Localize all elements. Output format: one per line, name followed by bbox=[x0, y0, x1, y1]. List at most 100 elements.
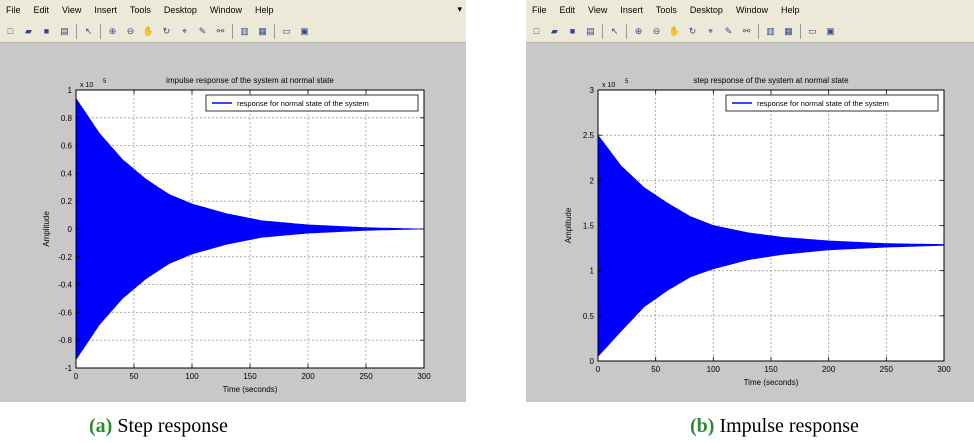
print-icon[interactable]: ▤ bbox=[60, 25, 69, 36]
toolbar-separator bbox=[76, 23, 77, 39]
x-tick-label: 300 bbox=[417, 372, 431, 381]
menu-insert[interactable]: Insert bbox=[94, 5, 117, 15]
menu-help[interactable]: Help bbox=[780, 5, 800, 15]
legend-icon[interactable]: ▦ bbox=[258, 25, 267, 36]
axis-exponent-power: 5 bbox=[103, 79, 107, 85]
x-tick-label: 100 bbox=[707, 365, 721, 374]
new-figure-icon[interactable]: □ bbox=[7, 25, 14, 36]
menu-help[interactable]: Help bbox=[254, 5, 274, 15]
zoom-out-icon[interactable]: ⊖ bbox=[652, 25, 661, 36]
pan-icon[interactable]: ✋ bbox=[668, 25, 681, 36]
menu-view[interactable]: View bbox=[588, 5, 608, 15]
zoom-in-icon[interactable]: ⊕ bbox=[634, 25, 643, 36]
x-tick-label: 200 bbox=[301, 372, 315, 381]
figure-canvas: 0 50 100 150 200 250 300 -1 -0.8 -0.6 -0.4 -0.2 0 0.2… bbox=[0, 43, 466, 402]
toolbar-separator bbox=[274, 23, 275, 39]
x-tick-label: 100 bbox=[185, 372, 199, 381]
toolbar-separator bbox=[758, 23, 759, 39]
y-tick-label: 1.5 bbox=[583, 222, 595, 231]
hide-plot-tools-icon[interactable]: ▭ bbox=[808, 25, 817, 36]
brush-icon[interactable]: ✎ bbox=[198, 25, 207, 36]
zoom-in-icon[interactable]: ⊕ bbox=[108, 25, 117, 36]
menu-desktop[interactable]: Desktop bbox=[689, 5, 723, 15]
y-tick-label: 0.5 bbox=[583, 312, 595, 321]
menu-bar: File Edit View Insert Tools Desktop Wind… bbox=[0, 0, 466, 20]
figure-toolbar: □ ▰ ■ ▤ ↖ ⊕ ⊖ ✋ ↻ ⌖ ✎ ⚯ ▥ ▦ ▭ ▣ bbox=[526, 20, 974, 43]
menu-edit[interactable]: Edit bbox=[559, 5, 576, 15]
menu-view[interactable]: View bbox=[62, 5, 82, 15]
chart-title: impulse response of the system at normal… bbox=[166, 76, 334, 85]
y-tick-label: -0.8 bbox=[58, 336, 72, 345]
menu-bar: File Edit View Insert Tools Desktop Wind… bbox=[526, 0, 974, 20]
y-tick-label: -0.4 bbox=[58, 281, 72, 290]
save-icon[interactable]: ■ bbox=[569, 25, 576, 36]
menu-desktop[interactable]: Desktop bbox=[163, 5, 197, 15]
brush-icon[interactable]: ✎ bbox=[724, 25, 733, 36]
y-tick-label: 0.8 bbox=[61, 114, 73, 123]
hide-plot-tools-icon[interactable]: ▭ bbox=[282, 25, 291, 36]
plot-svg: 0 50 100 150 200 250 300 -1 -0.8 -0.6 -0.4 -0.2 0 0.2… bbox=[42, 76, 431, 394]
show-plot-tools-icon[interactable]: ▣ bbox=[300, 25, 309, 36]
menubar-overflow-icon[interactable]: ▾ bbox=[457, 4, 462, 14]
y-tick-label: 3 bbox=[590, 86, 595, 95]
toolbar-separator bbox=[800, 23, 801, 39]
pointer-icon[interactable]: ↖ bbox=[610, 25, 619, 36]
legend-box bbox=[725, 94, 939, 112]
menu-file[interactable]: File bbox=[532, 5, 547, 15]
x-tick-label: 150 bbox=[243, 372, 257, 381]
toolbar-separator bbox=[626, 23, 627, 39]
y-tick-label: 1 bbox=[590, 267, 595, 276]
y-tick-label: 0.4 bbox=[61, 169, 73, 178]
y-tick-label: -1 bbox=[65, 364, 73, 373]
x-tick-label: 200 bbox=[822, 365, 836, 374]
open-file-icon[interactable]: ▰ bbox=[551, 25, 558, 36]
open-file-icon[interactable]: ▰ bbox=[25, 25, 32, 36]
rotate-icon[interactable]: ↻ bbox=[688, 25, 697, 36]
pointer-icon[interactable]: ↖ bbox=[84, 25, 93, 36]
y-tick-label: 0 bbox=[68, 225, 73, 234]
menu-file[interactable]: File bbox=[6, 5, 21, 15]
colorbar-icon[interactable]: ▥ bbox=[240, 25, 249, 36]
figure-window: File Edit View Insert Tools Desktop Wind… bbox=[526, 0, 974, 402]
rotate-icon[interactable]: ↻ bbox=[162, 25, 171, 36]
print-icon[interactable]: ▤ bbox=[586, 25, 595, 36]
figure-window: File Edit View Insert Tools Desktop Wind… bbox=[0, 0, 466, 402]
x-tick-label: 50 bbox=[130, 372, 139, 381]
menu-tools[interactable]: Tools bbox=[129, 5, 151, 15]
figure-panel-impulse-response: File Edit View Insert Tools Desktop Wind… bbox=[526, 0, 974, 437]
menu-window[interactable]: Window bbox=[735, 5, 768, 15]
legend: response for normal state of the system bbox=[205, 94, 419, 112]
y-tick-label: 2.5 bbox=[583, 131, 595, 140]
show-plot-tools-icon[interactable]: ▣ bbox=[826, 25, 835, 36]
chart-title: step response of the system at normal st… bbox=[693, 76, 849, 85]
data-cursor-icon[interactable]: ⌖ bbox=[707, 25, 714, 36]
x-axis-label: Time (seconds) bbox=[744, 378, 799, 387]
pan-icon[interactable]: ✋ bbox=[142, 25, 155, 36]
menu-edit[interactable]: Edit bbox=[33, 5, 50, 15]
y-tick-label: 0 bbox=[590, 357, 595, 366]
figure-toolbar: □ ▰ ■ ▤ ↖ ⊕ ⊖ ✋ ↻ ⌖ ✎ ⚯ ▥ ▦ ▭ ▣ bbox=[0, 20, 466, 43]
x-tick-label: 250 bbox=[880, 365, 894, 374]
legend-entry-label: response for normal state of the system bbox=[757, 99, 889, 108]
legend: response for normal state of the system bbox=[725, 94, 939, 112]
toolbar-separator bbox=[602, 23, 603, 39]
figure-caption-a: (a) Step response bbox=[89, 415, 228, 438]
caption-text: Impulse response bbox=[714, 415, 859, 437]
colorbar-icon[interactable]: ▥ bbox=[766, 25, 775, 36]
caption-label: (b) bbox=[690, 415, 715, 437]
y-tick-label: -0.6 bbox=[58, 308, 72, 317]
link-plot-icon[interactable]: ⚯ bbox=[742, 25, 751, 36]
data-cursor-icon[interactable]: ⌖ bbox=[181, 25, 188, 36]
y-tick-label: 1 bbox=[68, 86, 73, 95]
legend-icon[interactable]: ▦ bbox=[784, 25, 793, 36]
y-tick-label: 0.6 bbox=[61, 142, 73, 151]
menu-tools[interactable]: Tools bbox=[655, 5, 677, 15]
menu-insert[interactable]: Insert bbox=[620, 5, 643, 15]
legend-box bbox=[205, 94, 419, 112]
zoom-out-icon[interactable]: ⊖ bbox=[126, 25, 135, 36]
figure-panel-step-response: File Edit View Insert Tools Desktop Wind… bbox=[0, 0, 466, 437]
save-icon[interactable]: ■ bbox=[43, 25, 50, 36]
link-plot-icon[interactable]: ⚯ bbox=[216, 25, 225, 36]
menu-window[interactable]: Window bbox=[209, 5, 242, 15]
new-figure-icon[interactable]: □ bbox=[533, 25, 540, 36]
